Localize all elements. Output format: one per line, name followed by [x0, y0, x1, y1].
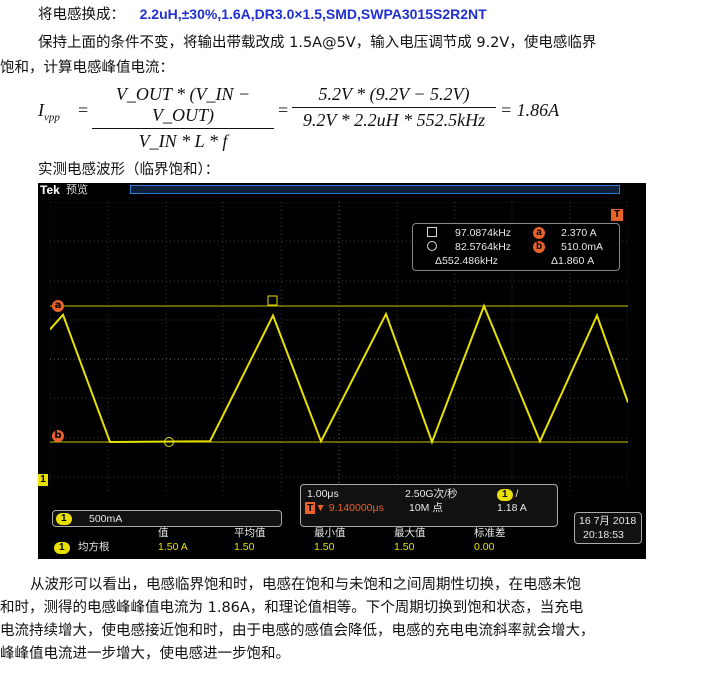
formula-num-symbolic: V_OUT * (V_IN − V_OUT)	[92, 84, 274, 129]
timebase-value: 1.00μs	[307, 488, 339, 500]
cursor-a-badge: a	[52, 300, 64, 312]
meas-badge-a: a	[533, 227, 545, 239]
cursor-square-icon	[427, 227, 437, 237]
scope-date: 16 7月 2018	[579, 515, 637, 527]
stats-cell-std: 0.00	[474, 541, 495, 553]
formula-num-numeric: 5.2V * (9.2V − 5.2V)	[292, 84, 496, 108]
analysis-line-2: 和时，测得的电感峰峰值电流为 1.86A，和理论值相等。下个周期切换到饱和状态，…	[0, 600, 584, 616]
sample-rate: 2.50G次/秒	[405, 488, 458, 500]
channel-1-chip: 1	[56, 513, 72, 525]
formula-symbolic-fraction: V_OUT * (V_IN − V_OUT) V_IN * L * f	[92, 84, 274, 152]
stats-cell-max: 1.50	[394, 541, 415, 553]
trigger-position: T ▼ 9.140000μs	[305, 502, 384, 514]
channel-scale-panel[interactable]: 1 500mA	[52, 510, 282, 527]
cursor-b-marker	[164, 437, 174, 447]
formula-den-symbolic: V_IN * L * f	[138, 131, 228, 151]
oscilloscope-screenshot: Tek 预览 T a b 1 97.0874kHz a 2.370 A 82.5…	[38, 183, 646, 559]
inductor-current-waveform	[50, 303, 628, 445]
analysis-line-4: 峰峰值电流进一步增大，使电感进一步饱和。	[0, 646, 290, 662]
formula-numeric-fraction: 5.2V * (9.2V − 5.2V) 9.2V * 2.2uH * 552.…	[292, 84, 496, 131]
delta-freq: Δ552.486kHz	[435, 255, 499, 267]
cursor-measurements-panel: 97.0874kHz a 2.370 A 82.5764kHz b 510.0m…	[412, 223, 620, 271]
cursor-a-value: 2.370 A	[561, 227, 597, 239]
stats-channel-chip: 1	[54, 542, 70, 554]
stats-cell-value: 1.50 A	[158, 541, 188, 553]
inductor-spec-line: 将电感换成： 2.2uH,±30%,1.6A,DR3.0×1.5,SMD,SWP…	[38, 3, 487, 24]
cursor-b-freq: 82.5764kHz	[455, 241, 512, 253]
intro-line-2: 饱和，计算电感峰值电流：	[0, 60, 174, 76]
tek-logo: Tek	[40, 183, 60, 197]
trigger-channel-chip: 1	[497, 489, 513, 501]
stats-header-std: 标准差	[474, 527, 506, 539]
scope-status-area: 1 500mA 1.00μs 2.50G次/秒 T ▼ 9.140000μs 10…	[38, 484, 646, 559]
scope-title-bar: Tek 预览	[38, 183, 646, 197]
trigger-level: 1.18 A	[497, 502, 527, 514]
analysis-paragraph: 从波形可以看出，电感临界饱和时，电感在饱和与未饱和之间周期性切换，在电感未饱 和…	[0, 574, 701, 666]
timebase-panel[interactable]: 1.00μs 2.50G次/秒 T ▼ 9.140000μs 10M 点 1 / …	[300, 484, 558, 527]
cursor-a-marker	[267, 295, 278, 306]
cursor-b-value: 510.0mA	[561, 241, 604, 253]
preview-mode-label: 预览	[66, 183, 88, 196]
stats-row-label: 均方根	[78, 541, 110, 553]
stats-header-mean: 平均值	[234, 527, 266, 539]
scope-time: 20:18:53	[583, 529, 624, 541]
stats-header-value: 值	[158, 527, 169, 539]
spec-label: 将电感换成：	[38, 7, 125, 23]
formula-lhs: Ivpp	[38, 100, 60, 124]
meas-badge-b: b	[533, 241, 545, 253]
inductor-part-spec: 2.2uH,±30%,1.6A,DR3.0×1.5,SMD,SWPA3015S2…	[139, 6, 487, 22]
waveform-caption: 实测电感波形（临界饱和）：	[38, 162, 220, 178]
peak-current-formula: Ivpp = V_OUT * (V_IN − V_OUT) V_IN * L *…	[38, 84, 560, 151]
formula-result: = 1.86A	[500, 100, 560, 120]
channel-1-ground-marker: 1	[38, 474, 48, 486]
record-length: 10M 点	[409, 502, 443, 514]
stats-cell-min: 1.50	[314, 541, 335, 553]
cursor-a-freq: 97.0874kHz	[455, 227, 512, 239]
analysis-line-1: 从波形可以看出，电感临界饱和时，电感在饱和与未饱和之间周期性切换，在电感未饱	[30, 577, 581, 593]
stats-header-max: 最大值	[394, 527, 426, 539]
trigger-slope-icon: /	[515, 488, 519, 500]
cursor-b-badge: b	[52, 430, 64, 442]
trigger-marker-icon: T	[611, 209, 623, 221]
delta-current: Δ1.860 A	[551, 255, 595, 267]
intro-line-1: 保持上面的条件不变，将输出带载改成 1.5A@5V，输入电压调节成 9.2V，使…	[38, 35, 597, 51]
analysis-line-3: 电流持续增大，使电感接近饱和时，由于电感的感值会降低，电感的充电电流斜率就会增大…	[0, 623, 595, 639]
cursor-circle-icon	[427, 241, 437, 251]
formula-den-numeric: 9.2V * 2.2uH * 552.5kHz	[302, 110, 486, 130]
channel-scale: 500mA	[89, 513, 123, 525]
datetime-panel: 16 7月 2018 20:18:53	[574, 512, 642, 544]
record-position-bar	[130, 185, 620, 194]
stats-cell-mean: 1.50	[234, 541, 255, 553]
stats-header-min: 最小值	[314, 527, 346, 539]
